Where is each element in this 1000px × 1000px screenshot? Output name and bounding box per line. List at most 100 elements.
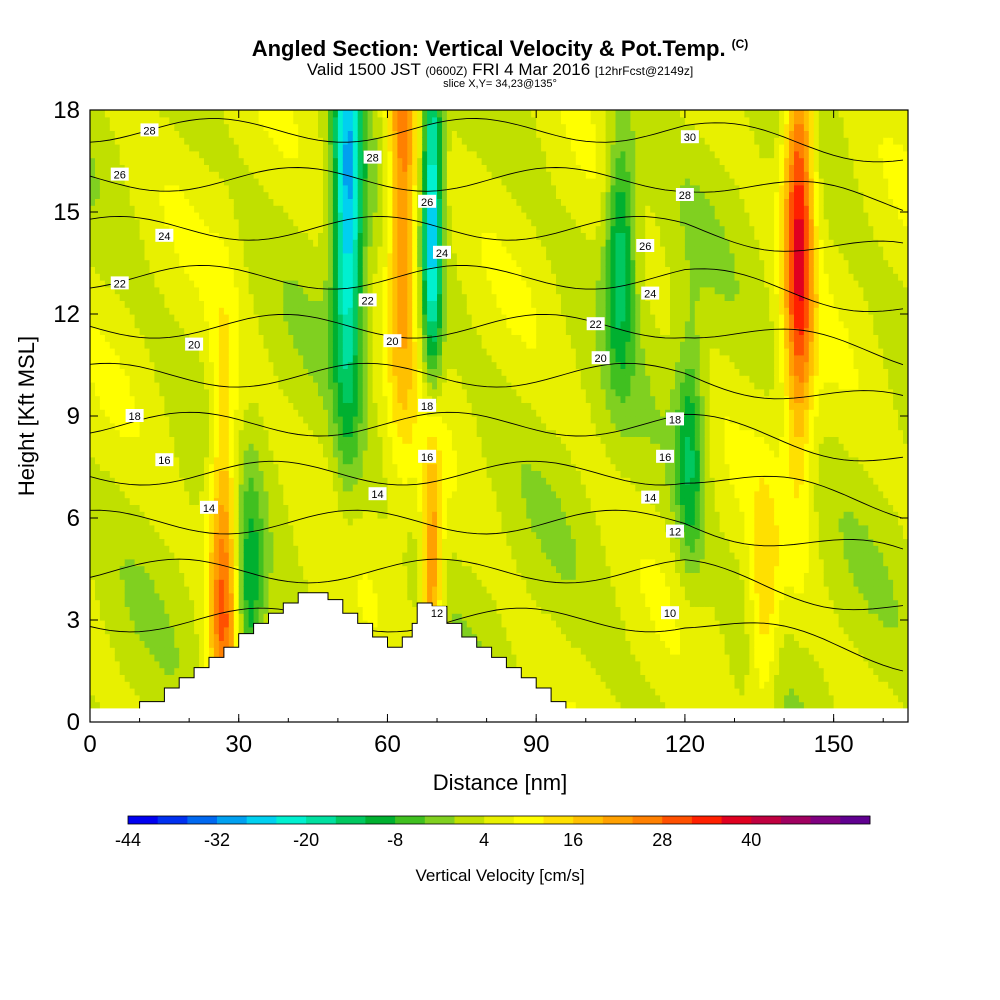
velocity-cell [109, 654, 116, 662]
velocity-cell [174, 252, 180, 261]
velocity-cell [114, 266, 121, 274]
velocity-cell [184, 150, 190, 159]
velocity-cell [199, 579, 205, 587]
velocity-cell [194, 252, 200, 261]
velocity-cell [109, 116, 116, 125]
velocity-cell [194, 225, 200, 233]
velocity-cell [154, 694, 160, 703]
velocity-cell [258, 320, 265, 329]
velocity-cell [342, 123, 349, 131]
velocity-cell [169, 388, 175, 397]
velocity-cell [328, 300, 334, 308]
velocity-cell [328, 280, 334, 288]
velocity-cell [293, 422, 299, 431]
velocity-cell [228, 586, 235, 594]
velocity-cell [298, 375, 304, 383]
velocity-cell [154, 572, 160, 580]
velocity-cell [283, 266, 289, 274]
velocity-cell [218, 470, 225, 478]
velocity-cell [184, 300, 190, 308]
velocity-cell [273, 130, 279, 138]
velocity-cell [95, 157, 101, 165]
velocity-cell [154, 171, 160, 179]
velocity-cell [243, 524, 250, 533]
velocity-cell [164, 633, 170, 641]
velocity-cell [347, 375, 354, 383]
velocity-cell [352, 388, 359, 397]
velocity-cell [139, 606, 146, 614]
velocity-cell [218, 497, 225, 505]
velocity-cell [357, 212, 364, 220]
velocity-cell [283, 375, 289, 383]
velocity-cell [213, 490, 220, 499]
velocity-cell [90, 545, 96, 553]
velocity-cell [104, 701, 111, 709]
velocity-cell [303, 123, 309, 131]
velocity-cell [253, 416, 260, 424]
velocity-cell [357, 416, 364, 424]
velocity-cell [119, 300, 126, 308]
velocity-cell [303, 504, 309, 512]
velocity-cell [199, 137, 205, 145]
velocity-cell [184, 314, 190, 322]
velocity-cell [238, 232, 245, 240]
velocity-cell [154, 416, 160, 424]
velocity-cell [134, 606, 141, 614]
velocity-cell [194, 388, 200, 397]
velocity-cell [134, 286, 141, 295]
velocity-cell [149, 327, 156, 335]
velocity-cell [243, 586, 250, 594]
velocity-cell [228, 198, 235, 206]
velocity-cell [238, 504, 245, 512]
velocity-cell [134, 144, 141, 152]
velocity-cell [238, 307, 245, 315]
velocity-cell [283, 531, 289, 539]
velocity-cell [223, 110, 230, 118]
velocity-cell [318, 157, 324, 165]
velocity-cell [268, 558, 275, 567]
velocity-cell [199, 382, 205, 390]
velocity-cell [352, 545, 359, 553]
velocity-cell [293, 552, 299, 560]
velocity-cell [258, 592, 265, 601]
velocity-cell [273, 524, 279, 533]
velocity-cell [223, 409, 230, 417]
velocity-cell [347, 552, 354, 560]
velocity-cell [283, 123, 289, 131]
velocity-cell [318, 266, 324, 274]
velocity-cell [134, 688, 141, 696]
velocity-cell [129, 450, 136, 458]
velocity-cell [139, 164, 146, 172]
velocity-cell [258, 552, 265, 560]
velocity-cell [243, 477, 250, 485]
velocity-cell [273, 178, 279, 186]
velocity-cell [159, 116, 165, 125]
velocity-cell [114, 178, 121, 186]
velocity-cell [144, 320, 151, 329]
velocity-cell [278, 572, 284, 580]
velocity-cell [184, 490, 190, 499]
velocity-cell [164, 511, 170, 519]
velocity-cell [337, 579, 344, 587]
velocity-cell [99, 701, 106, 709]
velocity-cell [248, 246, 255, 254]
velocity-cell [149, 110, 156, 118]
velocity-cell [204, 110, 210, 118]
velocity-cell [104, 123, 111, 131]
velocity-cell [238, 538, 245, 546]
velocity-cell [303, 511, 309, 519]
velocity-cell [323, 429, 329, 437]
velocity-cell [342, 246, 349, 254]
velocity-cell [213, 341, 220, 349]
velocity-cell [119, 688, 126, 696]
velocity-cell [298, 171, 304, 179]
velocity-cell [238, 388, 245, 397]
velocity-cell [332, 341, 339, 349]
velocity-cell [337, 246, 344, 254]
velocity-cell [104, 592, 111, 601]
velocity-cell [213, 280, 220, 288]
velocity-cell [139, 660, 146, 669]
velocity-cell [268, 382, 275, 390]
velocity-cell [308, 416, 314, 424]
velocity-cell [109, 259, 116, 267]
